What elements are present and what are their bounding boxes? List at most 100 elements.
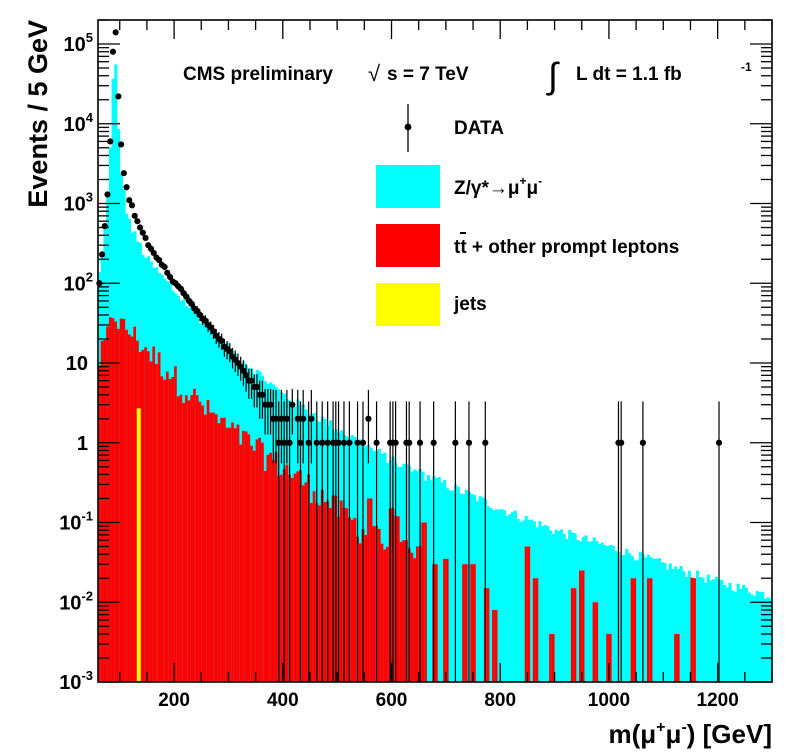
hist-bin-ttbar (464, 564, 469, 682)
data-point (324, 439, 331, 446)
data-points-layer (96, 29, 723, 682)
data-point (359, 439, 367, 446)
hist-bin-z (676, 569, 680, 682)
hist-bin-z (627, 553, 632, 682)
hist-bin-ttbar (108, 317, 112, 682)
hist-bin-z (608, 544, 613, 682)
data-point (346, 439, 353, 446)
hist-bin-ttbar (247, 434, 251, 682)
hist-bin-ttbar (676, 633, 680, 682)
hist-bin-ttbar (98, 365, 102, 682)
hist-bin-ttbar (293, 473, 297, 682)
hist-bin-ttbar (353, 517, 357, 682)
hist-bin-ttbar (358, 543, 363, 682)
hist-bin-ttbar (225, 427, 229, 682)
hist-bin-ttbar (100, 340, 104, 682)
data-point (300, 415, 307, 422)
hist-bin-z (494, 509, 498, 682)
hist-bin-z (682, 571, 686, 682)
hist-bin-ttbar (369, 498, 373, 682)
data-point (243, 372, 250, 379)
data-point (118, 141, 125, 148)
hist-bin-ttbar (117, 328, 121, 682)
hist-bin-ttbar (462, 564, 466, 682)
hist-bin-z (440, 482, 444, 682)
hist-bin-ttbar (130, 336, 134, 682)
data-point (248, 377, 255, 384)
hist-bin-ttbar (573, 588, 577, 682)
x-tick-label: 1200 (697, 690, 739, 711)
hist-bin-ttbar (198, 401, 202, 682)
hist-bin-ttbar (119, 318, 123, 682)
hist-bin-ttbar (114, 321, 118, 682)
data-point (286, 439, 293, 446)
hist-bin-ttbar (209, 412, 213, 682)
data-point (139, 229, 146, 236)
hist-bin-ttbar (242, 430, 246, 682)
legend-data-marker (404, 123, 412, 131)
hist-bin-ttbar (312, 491, 316, 682)
hist-bin-ttbar (263, 470, 267, 682)
hist-bin-ttbar (149, 361, 153, 682)
sqrt-symbol: √ (368, 61, 381, 86)
hist-bin-ttbar (323, 501, 327, 682)
hist-bin-z (747, 592, 751, 682)
data-point (639, 439, 647, 446)
y-tick-label: 105 (64, 30, 93, 56)
hist-bin-ttbar (184, 395, 189, 682)
data-point (134, 218, 141, 225)
hist-bin-ttbar (410, 552, 414, 682)
hist-bin-ttbar (239, 444, 243, 682)
hist-bin-z (478, 496, 482, 682)
hist-bin-ttbar (424, 522, 428, 682)
plot-frame (97, 19, 773, 683)
y-tick-label: 104 (64, 110, 94, 136)
hist-bin-z (750, 594, 754, 682)
hist-bin-ttbar (206, 399, 210, 682)
legend-swatch-jets (376, 283, 440, 326)
hist-bin-z (492, 510, 496, 682)
hist-bin-ttbar (231, 422, 235, 682)
legend: DATA Z/γ*→μ+μ- tt + other prompt leptons… (376, 104, 679, 326)
hist-bin-ttbar (244, 431, 248, 682)
data-point (715, 439, 723, 446)
hist-bin-z (508, 514, 512, 682)
legend-label-ttbar: tt + other prompt leptons (454, 237, 679, 258)
hist-bin-z (701, 577, 705, 682)
hist-bin-ttbar (152, 346, 156, 682)
hist-bin-ttbar (214, 414, 218, 682)
data-point (365, 415, 372, 422)
hist-bin-ttbar (606, 633, 610, 682)
hist-bin-ttbar (203, 414, 208, 682)
hist-bin-ttbar (415, 546, 420, 682)
hist-bin-z (549, 530, 553, 682)
data-point (109, 48, 117, 55)
data-point (240, 367, 247, 374)
hist-bin-z (497, 509, 501, 682)
hist-bin-z (687, 570, 691, 682)
hist-bin-z (625, 548, 629, 682)
hist-bin-z (603, 544, 607, 682)
hist-bin-z (540, 525, 545, 682)
hist-bin-z (652, 558, 656, 682)
legend-label-data: DATA (454, 118, 504, 139)
x-tick-label: 800 (484, 690, 516, 711)
hist-bin-ttbar (494, 609, 498, 682)
hist-bin-ttbar (301, 485, 305, 682)
x-tick-label: 200 (158, 690, 190, 711)
hist-bin-z (744, 587, 748, 682)
data-point (294, 415, 301, 422)
data-point (335, 439, 342, 446)
hist-bin-ttbar (269, 452, 273, 682)
hist-bin-ttbar (435, 564, 439, 682)
data-point (161, 263, 168, 271)
y-axis-title: Events / 5 GeV (23, 20, 53, 208)
hist-bin-z (712, 579, 716, 682)
hist-bin-z (551, 533, 555, 682)
energy-label: s = 7 TeV (387, 64, 469, 85)
hist-bin-ttbar (157, 352, 161, 682)
hist-bin-ttbar (345, 508, 349, 682)
hist-bin-ttbar (160, 376, 164, 682)
hist-bin-ttbar (193, 388, 197, 682)
